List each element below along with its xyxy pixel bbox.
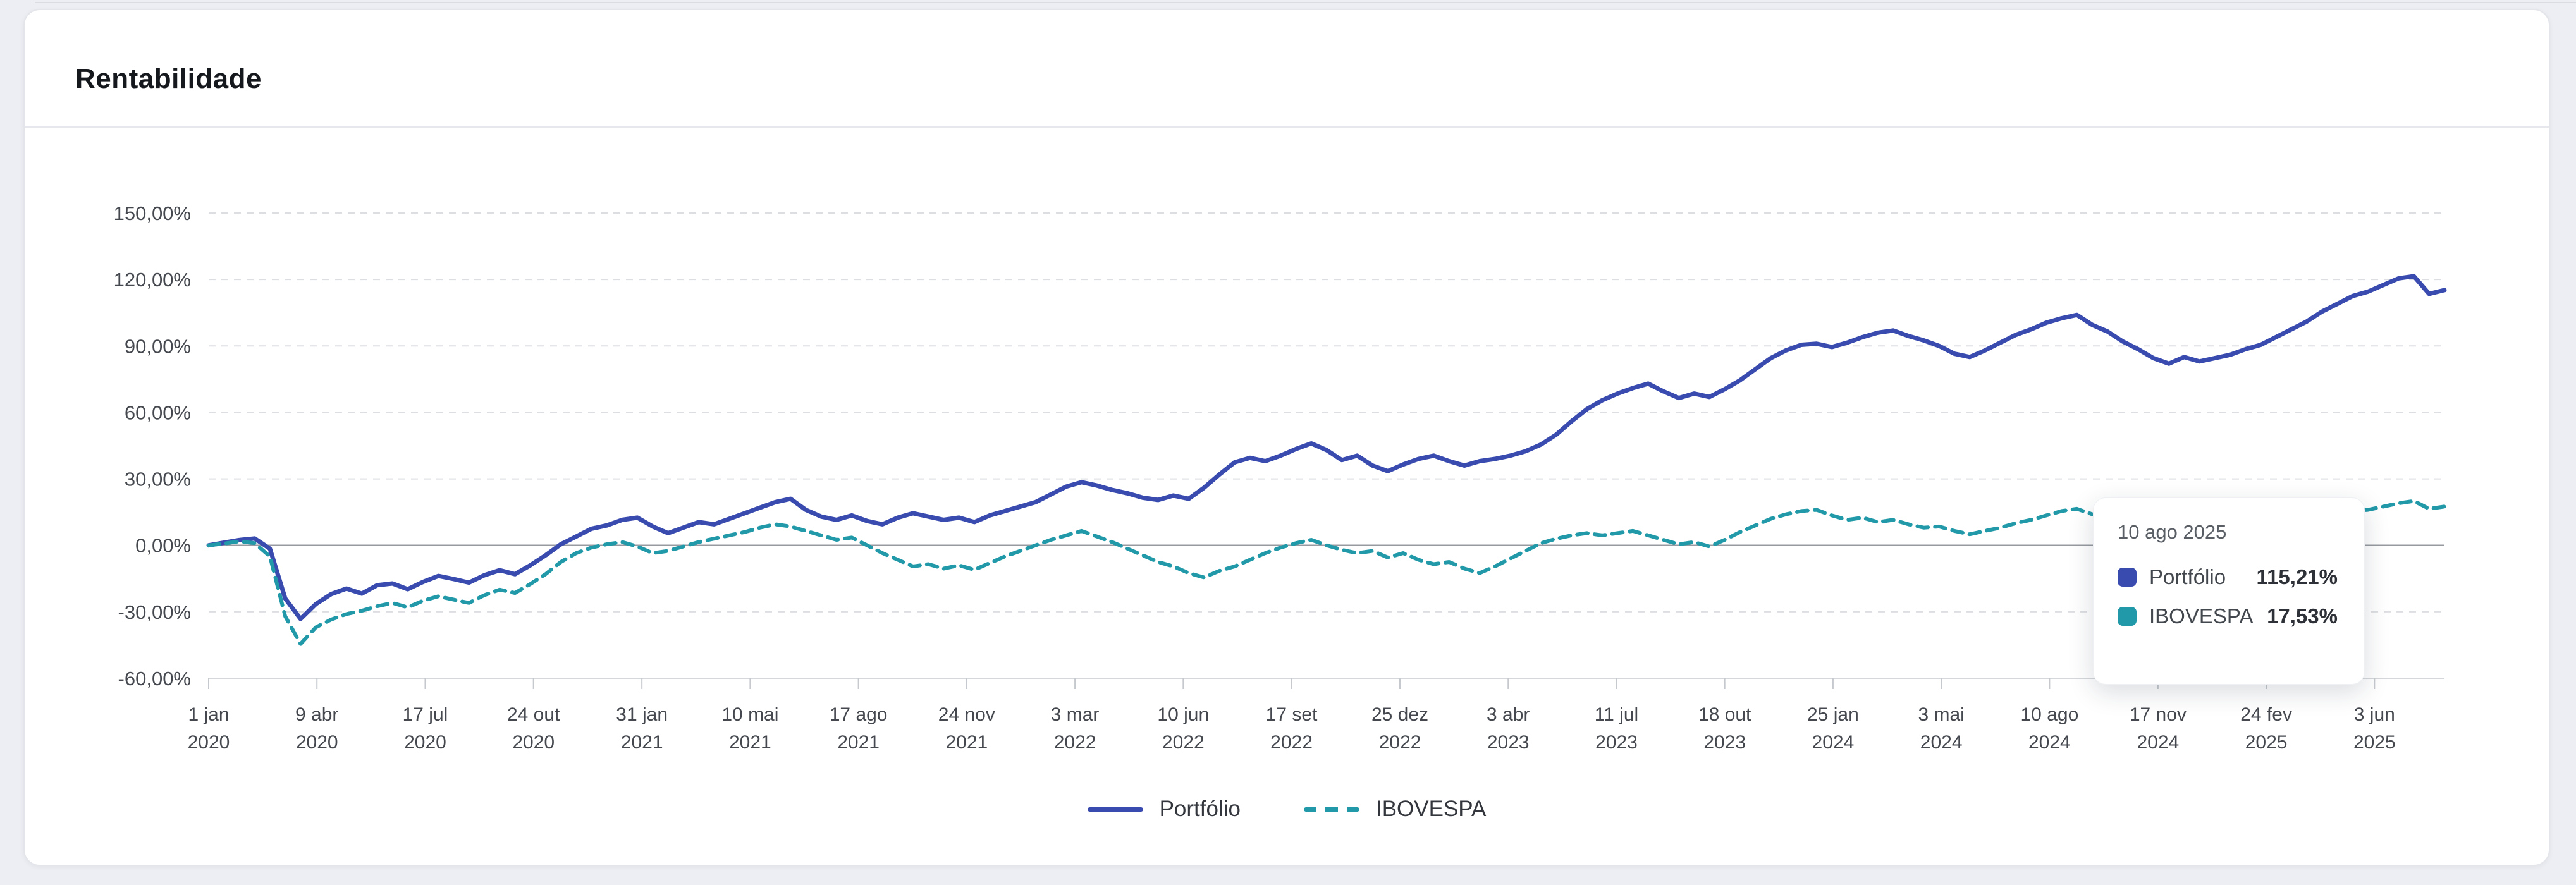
y-axis-label: -30,00%: [118, 601, 191, 623]
x-axis-label: 24 fev: [2240, 704, 2292, 725]
x-axis-label: 2024: [1920, 732, 1963, 753]
x-axis-label: 24 out: [507, 704, 560, 725]
x-axis-label: 2022: [1162, 732, 1205, 753]
portfolio-swatch-icon: [2118, 568, 2137, 587]
tooltip-date: 10 ago 2025: [2118, 521, 2227, 543]
legend-label-portfolio: Portfólio: [1159, 796, 1241, 821]
portfolio-line-icon: [1087, 807, 1143, 812]
x-axis-label: 2023: [1595, 732, 1638, 753]
x-axis-label: 9 abr: [295, 704, 338, 725]
chart-legend: Portfólio IBOVESPA: [23, 789, 2550, 829]
top-edge-divider: [35, 2, 2576, 3]
x-axis-label: 2020: [296, 732, 338, 753]
x-axis-label: 2023: [1703, 732, 1746, 753]
y-axis-label: 90,00%: [125, 335, 191, 357]
x-axis-label: 2022: [1379, 732, 1421, 753]
x-axis-label: 10 jun: [1157, 704, 1209, 725]
x-axis-label: 17 set: [1266, 704, 1318, 725]
x-axis-label: 2021: [729, 732, 771, 753]
x-axis-label: 1 jan: [188, 704, 229, 725]
x-axis-label: 31 jan: [616, 704, 668, 725]
y-axis-label: 60,00%: [125, 401, 191, 424]
y-axis-label: 150,00%: [114, 202, 191, 224]
legend-label-ibovespa: IBOVESPA: [1375, 796, 1487, 821]
x-axis-label: 25 jan: [1807, 704, 1859, 725]
x-axis-label: 17 nov: [2130, 704, 2187, 725]
x-axis-label: 2020: [404, 732, 446, 753]
tooltip-row-portfolio: Portfólio 115,21%: [2118, 565, 2338, 589]
ibovespa-line[interactable]: [207, 499, 2446, 646]
ibovespa-dashed-line-icon: [1303, 807, 1359, 812]
x-axis-label: 10 mai: [721, 704, 778, 725]
x-axis-label: 2025: [2353, 732, 2396, 753]
x-axis-label: 2024: [2137, 732, 2179, 753]
tooltip-series-name: IBOVESPA: [2149, 604, 2254, 628]
x-axis-label: 2020: [512, 732, 555, 753]
x-axis-label: 2023: [1487, 732, 1530, 753]
y-axis-label: 120,00%: [114, 269, 191, 291]
x-axis-label: 2021: [945, 732, 988, 753]
tooltip-series-name: Portfólio: [2149, 565, 2226, 589]
page-title: Rentabilidade: [75, 63, 262, 94]
rentabilidade-card: Rentabilidade: [23, 9, 2550, 866]
legend-item-ibovespa[interactable]: IBOVESPA: [1303, 796, 1487, 822]
y-axis-label: 30,00%: [125, 468, 191, 491]
x-axis-label: 3 mai: [1918, 704, 1964, 725]
x-axis-label: 2021: [837, 732, 880, 753]
ibovespa-swatch-icon: [2118, 607, 2137, 626]
x-axis-label: 2020: [188, 732, 230, 753]
tooltip-series-value: 17,53%: [2267, 604, 2338, 628]
legend-item-portfolio[interactable]: Portfólio: [1087, 796, 1241, 822]
portfolio-line[interactable]: [206, 274, 2447, 621]
y-axis-label: 0,00%: [135, 535, 191, 557]
x-axis-label: 25 dez: [1371, 704, 1428, 725]
x-axis-label: 2021: [621, 732, 663, 753]
x-axis-label: 3 jun: [2354, 704, 2395, 725]
x-axis-label: 18 out: [1698, 704, 1751, 725]
header-divider: [25, 126, 2549, 128]
y-axis-label: -60,00%: [118, 668, 191, 690]
x-axis-label: 2022: [1054, 732, 1096, 753]
chart-tooltip: 10 ago 2025 Portfólio 115,21% IBOVESPA 1…: [2093, 497, 2365, 685]
x-axis-label: 2025: [2245, 732, 2288, 753]
tooltip-row-ibovespa: IBOVESPA 17,53%: [2118, 604, 2338, 628]
card-header: Rentabilidade: [25, 10, 2549, 126]
x-axis-label: 24 nov: [938, 704, 995, 725]
x-axis-label: 17 ago: [830, 704, 888, 725]
tooltip-series-value: 115,21%: [2256, 565, 2338, 589]
x-axis-label: 2024: [2028, 732, 2071, 753]
x-axis-label: 2022: [1270, 732, 1313, 753]
x-axis-label: 10 ago: [2021, 704, 2079, 725]
x-axis-label: 2024: [1812, 732, 1855, 753]
x-axis-label: 3 abr: [1487, 704, 1530, 725]
x-axis-label: 17 jul: [403, 704, 448, 725]
x-axis-label: 11 jul: [1595, 704, 1639, 725]
x-axis-label: 3 mar: [1051, 704, 1100, 725]
